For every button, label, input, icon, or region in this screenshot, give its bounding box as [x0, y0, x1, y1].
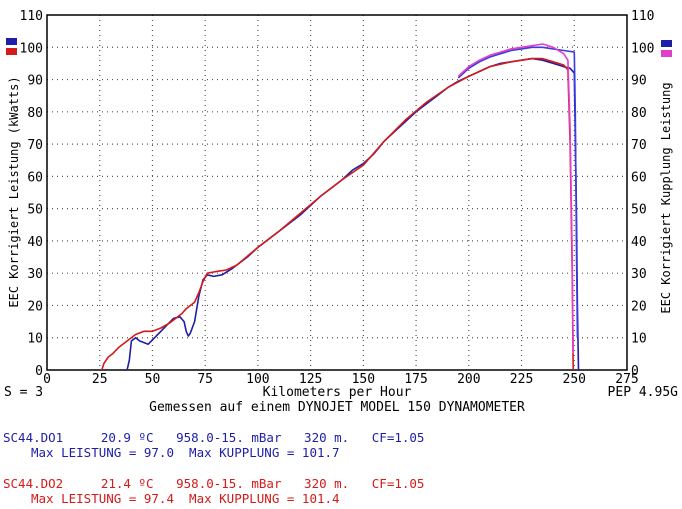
y-right-tick-label: 10 [631, 332, 647, 347]
run2-id: SC44.DO2 [3, 476, 64, 491]
legend-markers-left [6, 38, 17, 55]
y-left-tick-label: 70 [27, 138, 43, 153]
x-tick-label: 50 [145, 372, 161, 387]
legend-markers-right [661, 40, 672, 57]
y-right-tick-label: 30 [631, 267, 647, 282]
y-right-tick-label: 60 [631, 170, 647, 185]
y-right-tick-label: 80 [631, 106, 647, 121]
y-left-tick-label: 100 [20, 41, 43, 56]
y-left-tick-label: 80 [27, 106, 43, 121]
series-line-4-kupplung [457, 43, 574, 354]
run1-conditions: 20.9 ºC 958.0-15. mBar 320 m. CF=1.05 [100, 430, 425, 445]
y-left-tick-label: 110 [20, 9, 43, 24]
run2-conditions: 21.4 ºC 958.0-15. mBar 320 m. CF=1.05 [100, 476, 425, 491]
y-left-axis-label: EEC Korrigiert Leistung (kWatts) [7, 76, 21, 307]
x-tick-label: 150 [352, 372, 375, 387]
legend-marker-red-left [6, 48, 17, 55]
x-tick-label: 250 [563, 372, 586, 387]
run2-max-line: Max LEISTUNG = 97.4 Max KUPPLUNG = 101.4 [31, 491, 340, 506]
x-tick-label: 100 [246, 372, 269, 387]
x-tick-label: 25 [92, 372, 108, 387]
series-line-1-leistung [126, 57, 580, 371]
y-right-tick-label: 20 [631, 299, 647, 314]
y-left-tick-label: 50 [27, 203, 43, 218]
y-right-tick-label: 100 [631, 41, 654, 56]
y-left-tick-label: 10 [27, 332, 43, 347]
run1-conditions-line: SC44.DO1 20.9 ºC 958.0-15. mBar 320 m. C… [3, 431, 424, 445]
tick-labels: 0 25 50 75 100 125 150 175 200 225 250 275010203040… [20, 9, 655, 387]
run2-conditions-line: SC44.DO2 21.4 ºC 958.0-15. mBar 320 m. C… [3, 477, 424, 491]
legend-marker-blue-right [661, 40, 672, 47]
x-tick-label: 200 [457, 372, 480, 387]
series-layer [101, 43, 580, 371]
run1-id: SC44.DO1 [3, 430, 64, 445]
legend-marker-pink-right [661, 50, 672, 57]
caption: Gemessen auf einem DYNOJET MODEL 150 DYN… [149, 400, 525, 415]
x-tick-label: 125 [299, 372, 322, 387]
y-right-tick-label: 50 [631, 203, 647, 218]
series-line-2-leistung [101, 57, 574, 371]
y-right-tick-label: 40 [631, 235, 647, 250]
pep-label: PEP 4.95G [608, 385, 679, 400]
y-right-axis-label: EEC Korrigiert Kupplung Leistung [659, 82, 673, 313]
y-left-tick-label: 0 [35, 364, 43, 379]
y-left-tick-label: 90 [27, 74, 43, 89]
y-left-tick-label: 20 [27, 299, 43, 314]
y-right-tick-label: 0 [631, 364, 639, 379]
legend-marker-blue-left [6, 38, 17, 45]
series-line-3-kupplung [457, 46, 579, 338]
y-left-tick-label: 40 [27, 235, 43, 250]
y-left-tick-label: 60 [27, 170, 43, 185]
y-left-tick-label: 30 [27, 267, 43, 282]
x-tick-label: 225 [510, 372, 533, 387]
x-tick-label: 275 [615, 372, 638, 387]
plot-frame [46, 14, 628, 371]
grid-layer [47, 15, 627, 370]
x-tick-label: 175 [404, 372, 427, 387]
x-axis-label: Kilometers per Hour [263, 385, 412, 400]
run1-max-line: Max LEISTUNG = 97.0 Max KUPPLUNG = 101.7 [31, 445, 340, 460]
s-label: S = 3 [4, 385, 43, 400]
x-tick-label: 75 [197, 372, 213, 387]
y-right-tick-label: 110 [631, 9, 654, 24]
y-right-tick-label: 70 [631, 138, 647, 153]
x-tick-label: 0 [43, 372, 51, 387]
y-right-tick-label: 90 [631, 74, 647, 89]
